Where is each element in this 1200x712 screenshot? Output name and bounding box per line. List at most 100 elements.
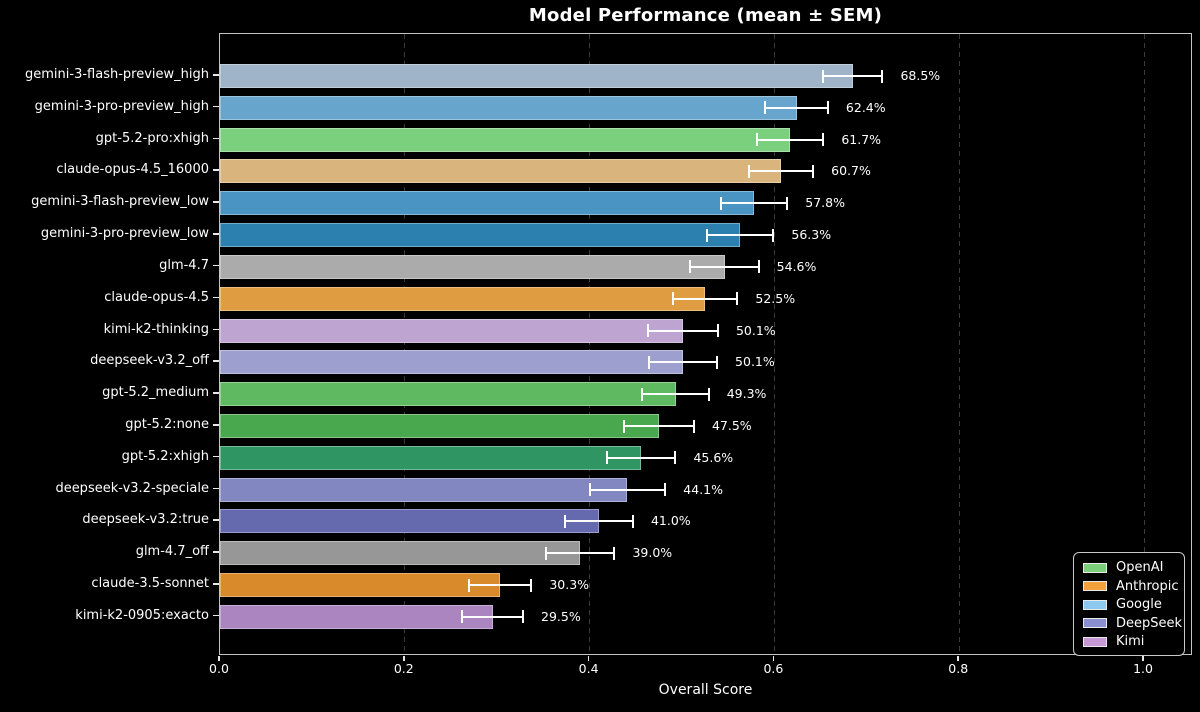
error-bar <box>747 170 815 173</box>
y-axis-label: deepseek-v3.2-speciale <box>55 480 209 496</box>
legend-label: OpenAI <box>1116 560 1164 575</box>
error-bar-cap <box>716 324 719 338</box>
value-label: 61.7% <box>841 131 882 147</box>
value-label: 29.5% <box>541 608 581 624</box>
y-axis-label: kimi-k2-thinking <box>103 321 209 337</box>
error-bar-cap <box>689 260 692 274</box>
error-bar <box>719 202 789 205</box>
y-tick-mark <box>213 392 219 394</box>
y-tick-mark <box>213 455 219 458</box>
legend-label: Kimi <box>1116 634 1145 649</box>
error-bar-cap <box>772 228 775 242</box>
error-bar-cap <box>671 292 674 306</box>
x-tick-label: 0.2 <box>393 661 414 676</box>
value-label: 49.3% <box>726 386 767 402</box>
y-tick-mark <box>213 519 219 521</box>
value-label: 45.6% <box>693 449 734 465</box>
bar-gpt-5.2_medium <box>220 382 676 407</box>
y-tick-mark <box>213 583 219 585</box>
error-bar <box>461 615 524 618</box>
y-axis-label: deepseek-v3.2:true <box>82 512 209 528</box>
bar-gpt-5.2:none <box>220 414 659 439</box>
error-bar-cap <box>881 69 884 83</box>
error-bar-cap <box>707 387 710 401</box>
x-tick-mark <box>218 656 220 661</box>
bar-claude-3.5-sonnet <box>220 573 500 598</box>
error-bar-cap <box>706 228 709 242</box>
bar-gpt-5.2-pro:xhigh <box>220 127 791 152</box>
bar-deepseek-v3.2:true <box>220 509 599 534</box>
bar-deepseek-v3.2_off <box>220 350 683 375</box>
error-bar-cap <box>646 324 649 338</box>
legend-swatch <box>1083 599 1107 610</box>
y-tick-mark <box>213 137 219 140</box>
y-axis-label: claude-3.5-sonnet <box>91 576 209 592</box>
x-tick-label: 0.6 <box>763 661 784 676</box>
error-bar <box>646 329 719 332</box>
error-bar <box>545 552 616 555</box>
value-label: 44.1% <box>683 481 724 497</box>
error-bar-cap <box>674 451 677 465</box>
value-label: 57.8% <box>805 195 845 211</box>
x-axis-label: Overall Score <box>658 682 753 698</box>
error-bar-cap <box>563 514 566 528</box>
y-axis-label: gemini-3-flash-preview_low <box>31 194 209 210</box>
bar-claude-opus-4.5 <box>220 286 706 311</box>
error-bar-cap <box>613 546 616 560</box>
error-bar <box>706 234 775 237</box>
value-label: 30.3% <box>549 577 590 593</box>
error-bar-cap <box>764 101 767 115</box>
y-tick-mark <box>213 296 219 299</box>
error-bar-cap <box>719 196 722 210</box>
legend-label: Google <box>1116 597 1162 612</box>
error-bar-cap <box>522 610 524 624</box>
x-tick-mark <box>772 656 775 661</box>
error-bar <box>822 75 884 77</box>
x-tick-mark <box>957 656 959 661</box>
legend-item-OpenAI: OpenAI <box>1083 560 1175 575</box>
bar-glm-4.7_off <box>220 541 581 566</box>
y-axis-label: gpt-5.2:xhigh <box>121 448 209 464</box>
error-bar <box>647 361 719 364</box>
gridline <box>404 34 406 654</box>
error-bar-cap <box>747 164 750 178</box>
y-tick-mark <box>213 551 219 553</box>
error-bar <box>764 106 829 109</box>
bar-gpt-5.2:xhigh <box>220 445 642 470</box>
error-bar-cap <box>757 260 760 274</box>
x-tick-label: 0.4 <box>578 661 599 676</box>
error-bar <box>563 520 634 523</box>
bar-gemini-3-flash-preview_high <box>220 64 853 88</box>
x-tick-mark <box>1142 656 1144 661</box>
legend-label: Anthropic <box>1116 578 1179 594</box>
y-axis-label: gemini-3-pro-preview_high <box>34 98 209 114</box>
legend-item-Kimi: Kimi <box>1083 634 1175 649</box>
y-axis-label: gpt-5.2_medium <box>102 385 209 401</box>
error-bar-cap <box>641 387 644 401</box>
value-label: 50.1% <box>735 322 776 338</box>
y-axis-label: glm-4.7_off <box>135 544 209 560</box>
y-tick-mark <box>213 328 219 331</box>
legend-item-Google: Google <box>1083 597 1175 612</box>
chart-title: Model Performance (mean ± SEM) <box>528 5 883 26</box>
x-tick-label: 0.8 <box>948 661 969 676</box>
legend-swatch <box>1083 636 1107 647</box>
y-tick-mark <box>213 487 219 490</box>
y-tick-mark <box>213 233 219 235</box>
error-bar-cap <box>545 546 548 560</box>
legend-item-Anthropic: Anthropic <box>1083 579 1179 594</box>
error-bar-cap <box>588 483 591 497</box>
x-tick-mark <box>403 656 405 661</box>
error-bar <box>689 265 760 268</box>
bar-claude-opus-4.5_16000 <box>220 159 781 184</box>
y-tick-mark <box>213 360 219 362</box>
error-bar-cap <box>755 133 758 147</box>
y-axis-label: gemini-3-flash-preview_high <box>25 67 209 82</box>
error-bar-cap <box>812 164 815 178</box>
bar-kimi-k2-0905:exacto <box>220 604 493 629</box>
value-label: 50.1% <box>735 354 775 370</box>
value-label: 62.4% <box>845 99 886 115</box>
error-bar <box>622 425 695 428</box>
y-axis-label: claude-opus-4.5 <box>104 289 209 305</box>
